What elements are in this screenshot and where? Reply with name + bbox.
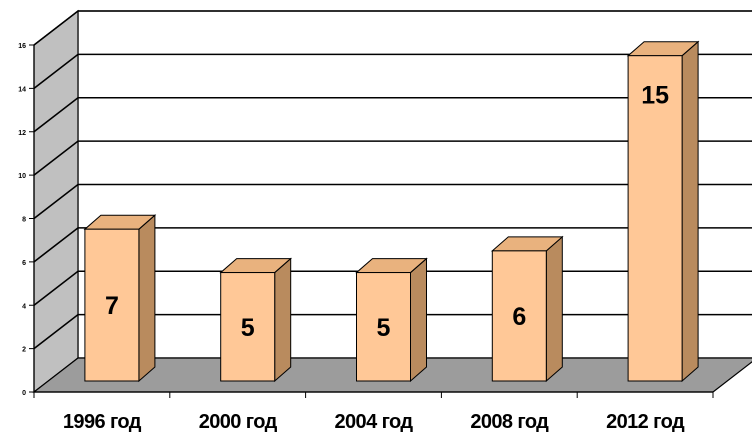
data-label: 5 — [241, 314, 255, 342]
gridline — [33, 183, 752, 220]
y-tick-label: 14 — [18, 86, 26, 93]
gridline — [33, 96, 752, 133]
bar-group: 7 — [83, 214, 157, 383]
bar — [220, 272, 276, 382]
bar-side — [138, 214, 156, 383]
x-axis: 1996 год 2000 год 2004 год 2008 год 2012 год — [33, 391, 714, 433]
gridline — [33, 227, 752, 263]
data-label: 6 — [512, 303, 526, 331]
y-tick-label: 12 — [18, 130, 26, 137]
y-tick-label: 4 — [22, 303, 26, 310]
bars: 7 5 5 6 15 — [83, 40, 700, 383]
bar-side — [681, 40, 699, 383]
y-tick-label: 2 — [22, 347, 26, 354]
y-tick-label: 0 — [22, 390, 26, 397]
gridline — [33, 53, 752, 90]
data-label: 7 — [105, 292, 119, 320]
bar-group: 15 — [626, 40, 700, 383]
x-tick-label: 2012 год — [606, 411, 685, 433]
gridline — [33, 10, 752, 46]
x-tick-label: 2000 год — [199, 411, 278, 433]
gridlines — [33, 10, 752, 350]
y-tick-label: 16 — [18, 43, 26, 50]
y-tick-label: 6 — [22, 260, 26, 267]
bar — [491, 250, 547, 382]
bar-side — [410, 257, 427, 383]
x-tick-label: 1996 год — [63, 411, 142, 433]
bar-group: 6 — [490, 235, 564, 383]
bar-side — [274, 257, 292, 383]
x-tick-label: 2004 год — [335, 411, 414, 433]
bar — [627, 55, 683, 382]
data-label: 15 — [641, 82, 669, 110]
bar — [84, 228, 140, 382]
bar — [356, 272, 411, 382]
bar-group: 5 — [355, 257, 428, 383]
bar-group: 5 — [219, 257, 293, 383]
data-label: 5 — [377, 314, 391, 342]
y-tick-label: 10 — [18, 173, 26, 180]
bar-side — [545, 235, 563, 383]
y-tick-label: 8 — [22, 217, 26, 224]
y-axis: 0 2 4 6 8 10 12 14 16 — [18, 43, 35, 397]
gridline — [33, 140, 752, 176]
x-tick-label: 2008 год — [470, 411, 549, 433]
